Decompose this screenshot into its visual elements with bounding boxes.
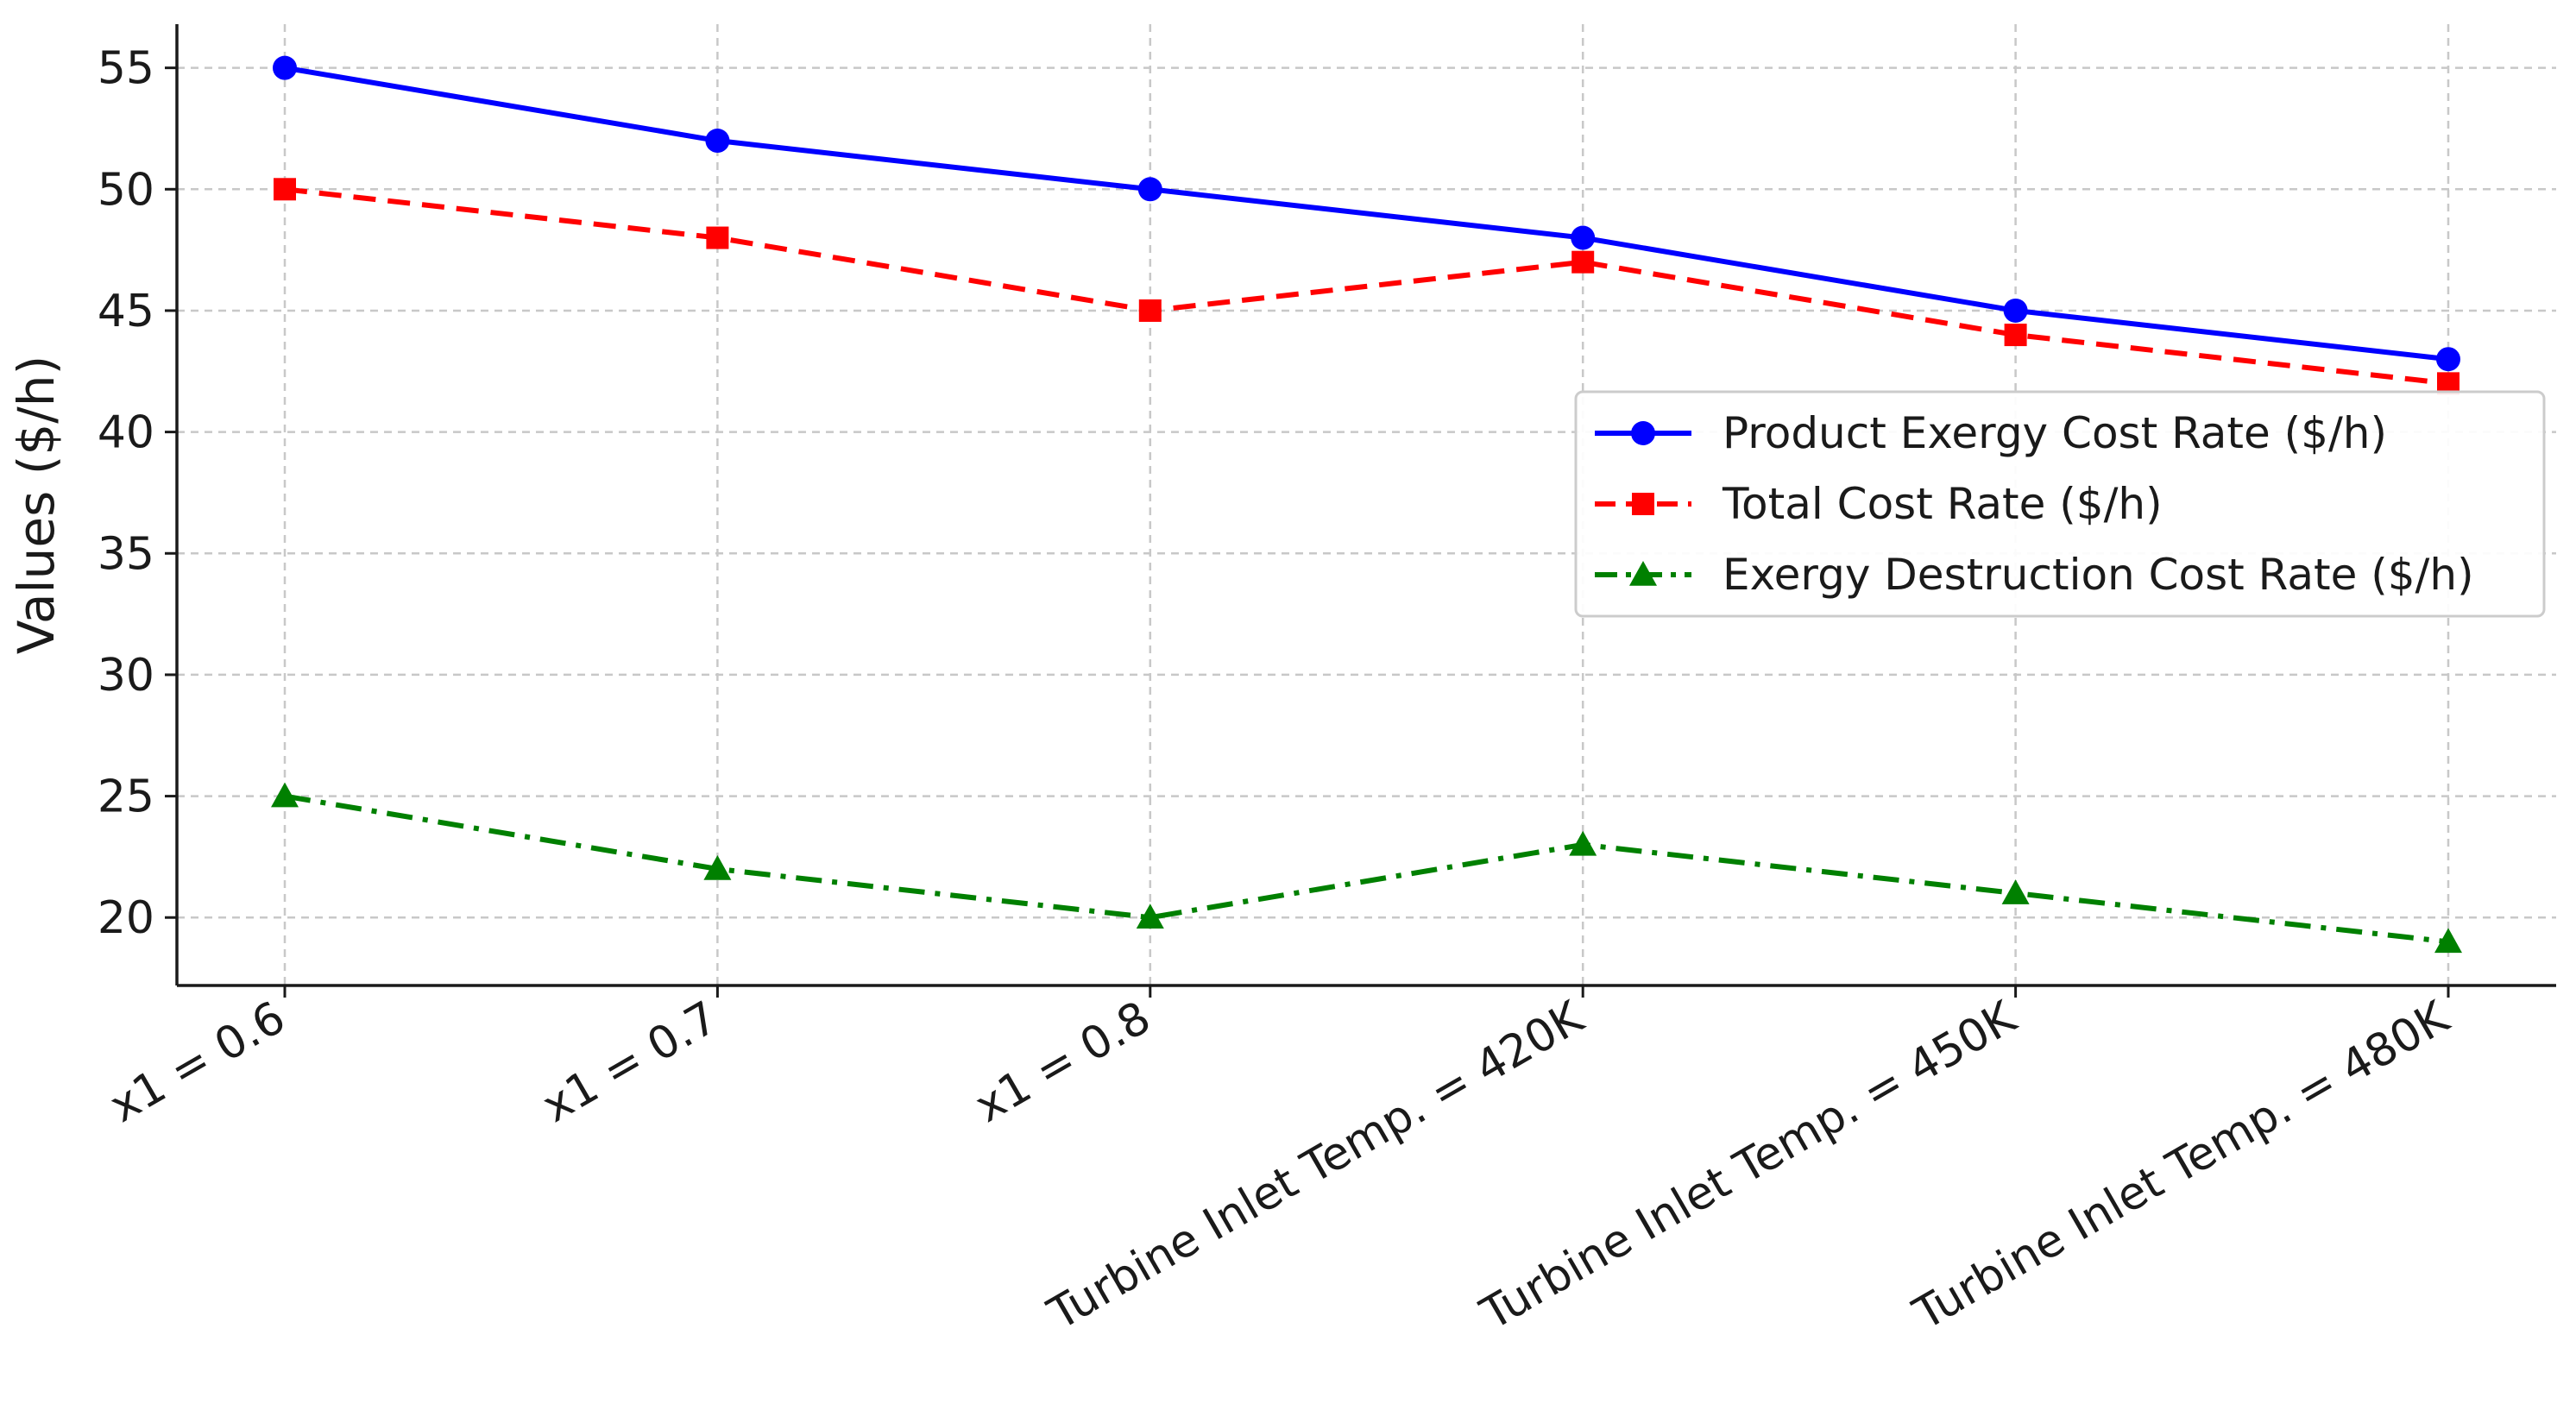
y-tick-label: 40 — [98, 407, 154, 459]
y-tick-label: 55 — [98, 43, 154, 95]
legend-item: Total Cost Rate ($/h) — [1595, 479, 2163, 529]
data-point — [2003, 298, 2028, 323]
data-point — [703, 854, 732, 880]
grid — [177, 24, 2556, 985]
x-tick-label: x1 = 0.8 — [967, 992, 1159, 1133]
y-tick-label: 30 — [98, 650, 154, 702]
legend-label: Total Cost Rate ($/h) — [1722, 479, 2163, 529]
data-point — [1571, 225, 1596, 250]
series-group — [274, 178, 2459, 395]
data-point — [1136, 904, 1164, 929]
y-axis-title: Values ($/h) — [7, 356, 66, 654]
data-point — [2004, 324, 2027, 347]
legend-box — [1574, 390, 2546, 618]
y-tick-label: 25 — [98, 771, 154, 823]
series-group — [273, 55, 2460, 372]
series-group — [271, 782, 2462, 954]
legend-marker — [1631, 421, 1655, 445]
legend-label: Product Exergy Cost Rate ($/h) — [1723, 408, 2387, 458]
series-line — [284, 186, 2449, 387]
data-point — [1137, 177, 1162, 202]
legend-marker — [1629, 561, 1657, 586]
data-point — [1571, 250, 1595, 274]
series — [271, 55, 2462, 954]
y-tick-label: 45 — [98, 286, 154, 337]
x-tick-label: x1 = 0.7 — [534, 992, 727, 1133]
legend-label: Exergy Destruction Cost Rate ($/h) — [1723, 550, 2474, 600]
legend-item: Product Exergy Cost Rate ($/h) — [1595, 408, 2387, 458]
x-tick-label: x1 = 0.6 — [101, 992, 293, 1133]
data-point — [2434, 928, 2462, 954]
legend-marker — [1632, 493, 1654, 515]
y-tick-label: 35 — [98, 528, 154, 580]
data-point — [271, 782, 299, 808]
legend-item: Exergy Destruction Cost Rate ($/h) — [1595, 550, 2474, 600]
data-point — [2001, 879, 2030, 904]
data-point — [1569, 830, 1597, 856]
data-point — [1138, 299, 1162, 322]
data-point — [273, 55, 297, 80]
y-tick-label: 50 — [98, 164, 154, 216]
axes: 20 25 30 35 40 45 50 55 x1 = 0.6 x1 = 0.7 x1 = 0.8… — [98, 24, 2556, 1341]
data-point — [705, 129, 730, 154]
data-point — [706, 226, 729, 249]
data-point — [274, 178, 296, 201]
series-line — [284, 65, 2449, 362]
y-tick-label: 20 — [98, 892, 154, 944]
series-line — [284, 793, 2449, 945]
legend: Product Exergy Cost Rate ($/h) Total Cost… — [1574, 390, 2546, 618]
data-point — [2436, 347, 2460, 372]
